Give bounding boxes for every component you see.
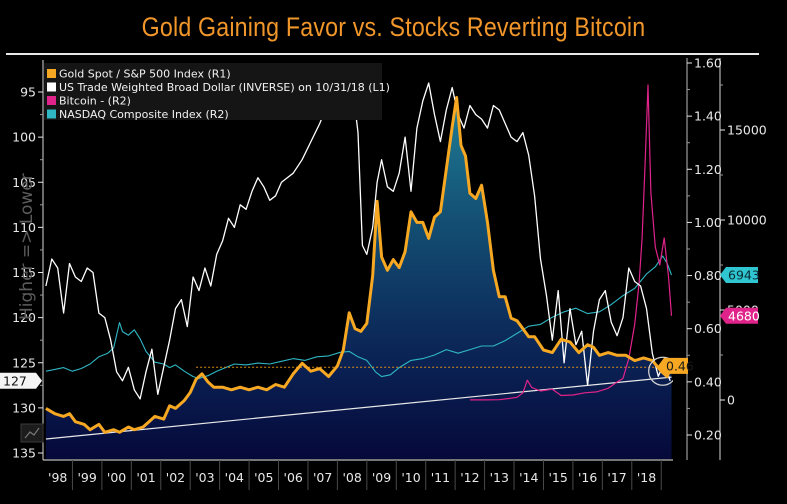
r1-tick-label: 1.60 (694, 56, 722, 71)
r1-current-value-label-bg (658, 357, 688, 374)
left-tick-label: 130 (12, 400, 36, 415)
legend-label: Gold Spot / S&P 500 Index (R1) (59, 68, 231, 81)
legend-swatch (47, 96, 56, 105)
nasdaq-line (45, 255, 673, 379)
r2-tick-label: 10000 (727, 213, 767, 228)
x-tick-label: '01 (136, 470, 155, 485)
r1-tick-label: 0.80 (694, 268, 722, 283)
title-divider (6, 53, 759, 55)
x-axis-ticks: '98 '99 '00 '01 '02 '03 '04 '05 '06 '07 '08 '09 '10 '… (48, 460, 662, 490)
legend-label: Bitcoin - (R2) (59, 95, 131, 108)
x-tick-label: '14 (519, 470, 538, 485)
legend-swatch (47, 82, 56, 92)
r1-tick-label: 0.60 (694, 321, 722, 336)
left-current-value-label-text: 127 (3, 373, 27, 388)
legend: Gold Spot / S&P 500 Index (R1)US Trade W… (44, 63, 390, 121)
r1-tick-label: 1.40 (694, 109, 722, 124)
dollar-inverse-line (45, 82, 671, 400)
nasdaq-current-value-label-bg (720, 267, 758, 284)
x-tick-label: '12 (460, 470, 479, 485)
nasdaq-current-value-label-text: 6943 (728, 268, 760, 283)
legend-swatch (47, 69, 56, 78)
legend-label: US Trade Weighted Broad Dollar (INVERSE)… (59, 81, 390, 94)
left-current-value-label: 127 (0, 372, 42, 389)
gold-sp500-area (45, 97, 672, 459)
x-tick-label: '99 (77, 470, 96, 485)
legend-swatch (47, 109, 56, 119)
r1-tick-label: 0.40 (694, 374, 722, 389)
bitcoin-current-value-label-bg (720, 307, 758, 324)
r2-tick-label: 0 (727, 393, 735, 408)
x-tick-label: '04 (225, 470, 244, 485)
x-tick-label: '08 (342, 470, 361, 485)
r1-tick-label: 1.00 (694, 215, 722, 230)
x-tick-label: '02 (166, 470, 185, 485)
r1-current-value-label-text: 0.46 (666, 358, 694, 373)
legend-label: NASDAQ Composite Index (R2) (59, 108, 229, 121)
chart-title: Gold Gaining Favor vs. Stocks Reverting … (141, 12, 646, 42)
x-tick-label: '13 (490, 470, 509, 485)
gold-sp500-line (45, 96, 673, 434)
highlight-circle (648, 356, 673, 386)
left-tick-label: 100 (12, 130, 36, 145)
x-tick-label: '15 (549, 470, 568, 485)
x-tick-label: '00 (107, 470, 126, 485)
x-tick-label: '98 (48, 470, 67, 485)
left-tick-label: 120 (12, 310, 36, 325)
x-tick-label: '10 (401, 470, 420, 485)
left-tick-label: 115 (12, 265, 36, 280)
r2-tick-label: 15000 (727, 123, 767, 138)
chart-type-icon[interactable] (20, 423, 44, 443)
left-tick-label: 110 (12, 220, 36, 235)
x-tick-label: '17 (607, 470, 626, 485)
bitcoin-current-value-label-text: 4680 (728, 308, 760, 323)
x-tick-label: '03 (195, 470, 214, 485)
trendline (45, 376, 672, 440)
bitcoin-current-value-label: 4680 (720, 307, 760, 324)
x-tick-label: '16 (578, 470, 597, 485)
x-tick-label: '09 (372, 470, 391, 485)
bitcoin-line (469, 84, 673, 401)
left-tick-label: 135 (12, 446, 36, 461)
right-axis-r1-ticks: 1.60 1.40 1.20 1.00 0.80 0.60 0.40 0.20 (687, 56, 722, 443)
left-current-value-label-bg (0, 372, 42, 389)
r1-current-value-label: 0.46 (658, 357, 694, 374)
x-tick-label: '07 (313, 470, 332, 485)
r1-tick-label: 0.20 (694, 428, 722, 443)
x-tick-label: '05 (254, 470, 273, 485)
left-axis-ticks: 95 100 105 110 115 120 125 130 135 (12, 85, 43, 461)
x-tick-label: '11 (431, 470, 450, 485)
left-tick-label: 105 (12, 175, 36, 190)
nasdaq-current-value-label: 6943 (720, 267, 760, 284)
x-tick-label: '18 (637, 470, 656, 485)
left-tick-label: 125 (12, 355, 36, 370)
right-axis-r2-ticks: 150001000050000 (720, 84, 767, 408)
r1-tick-label: 1.20 (694, 162, 722, 177)
x-tick-label: '06 (284, 470, 303, 485)
side-label: Higher => Lower (17, 173, 37, 320)
left-tick-label: 95 (20, 85, 36, 100)
